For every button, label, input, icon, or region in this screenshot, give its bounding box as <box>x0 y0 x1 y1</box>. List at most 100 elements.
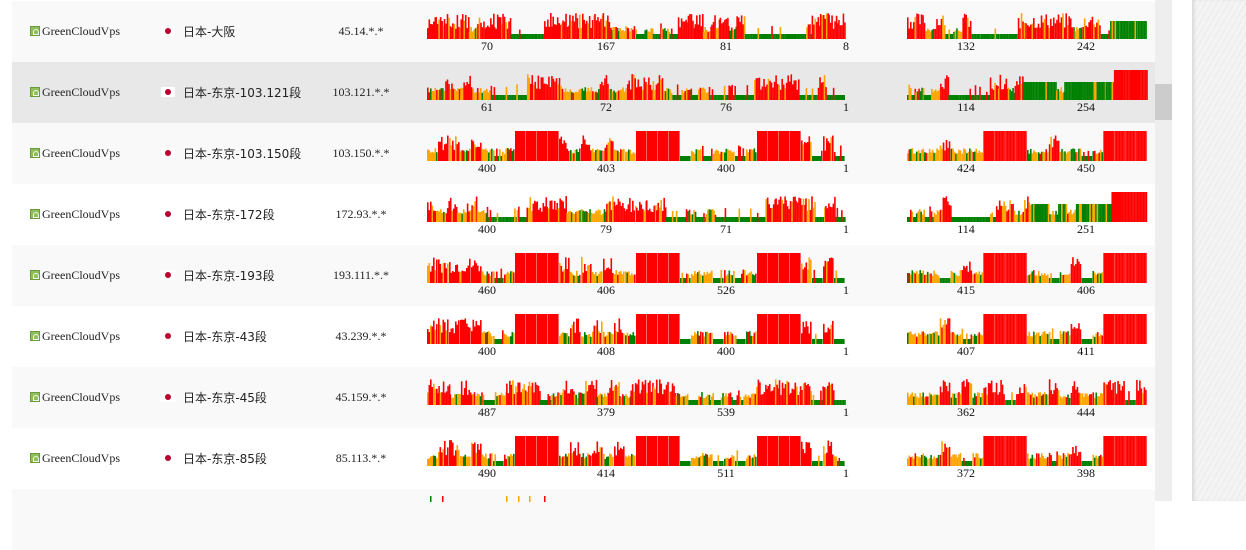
latency-bar <box>1052 17 1055 39</box>
latency-bar <box>744 34 747 39</box>
latency-bar <box>840 95 843 100</box>
latency-bar <box>647 131 649 161</box>
latency-bar <box>552 78 555 100</box>
latency-bar <box>477 444 479 466</box>
latency-bar <box>478 146 481 161</box>
latency-bar <box>788 209 790 222</box>
latency-bar <box>615 26 618 39</box>
latency-bar <box>462 394 464 405</box>
latency-bar <box>761 314 764 344</box>
latency-bar <box>713 210 715 222</box>
table-row[interactable]: GreenCloudVps 日本-东京-43段 43.239.*.* 400 408 40… <box>12 306 1155 367</box>
latency-bar <box>937 395 940 405</box>
latency-bar <box>697 272 699 283</box>
latency-bar <box>841 461 844 466</box>
latency-bar <box>508 149 511 161</box>
latency-bar <box>926 153 929 161</box>
latency-bar <box>972 453 975 466</box>
latency-bar <box>931 29 934 39</box>
latency-bar <box>603 393 606 405</box>
latency-bar <box>1016 214 1019 222</box>
latency-bar <box>604 26 606 39</box>
latency-bar <box>529 436 531 466</box>
latency-bar <box>1086 204 1088 222</box>
latency-bar <box>458 88 461 100</box>
latency-bar <box>967 217 970 222</box>
latency-bar <box>1136 253 1138 283</box>
latency-bar <box>658 75 661 100</box>
latency-bar <box>542 77 544 100</box>
latency-bar <box>769 208 772 222</box>
latency-bar <box>976 274 979 283</box>
latency-bar <box>499 149 501 161</box>
latency-bar <box>491 271 493 283</box>
latency-bar <box>727 17 729 39</box>
latency-bar <box>643 131 646 161</box>
latency-bar <box>442 381 445 405</box>
provider-name[interactable]: GreenCloudVps <box>30 24 120 39</box>
latency-bar <box>615 149 618 161</box>
table-row[interactable]: GreenCloudVps 日本-大阪 45.14.*.* 70 167 81 8 132 24… <box>12 1 1155 62</box>
latency-bar <box>790 393 792 405</box>
latency-bar <box>810 34 813 39</box>
latency-bar <box>477 146 479 161</box>
latency-bar <box>725 393 727 405</box>
latency-bar <box>493 150 495 161</box>
provider-name[interactable]: GreenCloudVps <box>30 451 120 466</box>
latency-bar <box>933 332 935 344</box>
scrollbar[interactable] <box>1155 0 1172 501</box>
provider-name[interactable]: GreenCloudVps <box>30 85 120 100</box>
latency-bar <box>665 384 668 405</box>
latency-bar <box>585 456 588 466</box>
latency-bar <box>1101 82 1104 100</box>
provider-name[interactable]: GreenCloudVps <box>30 146 120 161</box>
latency-bar <box>436 210 438 222</box>
latency-bar <box>555 395 558 405</box>
latency-bar <box>484 90 487 100</box>
table-row[interactable]: GreenCloudVps 日本-东京-103.150段 103.150.*.* 40… <box>12 123 1155 184</box>
latency-bar <box>693 28 696 39</box>
provider-name[interactable]: GreenCloudVps <box>30 329 120 344</box>
latency-bar <box>683 396 685 405</box>
latency-bar <box>969 382 971 405</box>
latency-bar <box>1109 314 1111 344</box>
latency-bar <box>487 400 490 405</box>
latency-bar <box>551 253 553 283</box>
latency-bar <box>518 206 520 222</box>
provider-name[interactable]: GreenCloudVps <box>30 207 120 222</box>
table-row[interactable]: GreenCloudVps 日本-东京-193段 193.111.*.* 460 406… <box>12 245 1155 306</box>
latency-bar <box>559 198 561 222</box>
latency-bar <box>793 314 795 344</box>
latency-bar <box>581 257 583 283</box>
latency-bar <box>794 382 797 405</box>
latency-bar <box>475 196 478 222</box>
latency-bar <box>976 392 979 405</box>
latency-bar <box>519 95 521 100</box>
latency-bar <box>502 13 504 39</box>
latency-bar <box>959 31 961 39</box>
latency-bar <box>693 210 695 222</box>
latency-bar <box>551 131 553 161</box>
latency-bar <box>544 131 547 161</box>
latency-bar <box>1042 82 1045 100</box>
latency-bar <box>496 95 499 100</box>
table-row[interactable]: GreenCloudVps 日本-东京-45段 45.159.*.* 487 379 53… <box>12 367 1155 428</box>
latency-bar <box>808 386 811 405</box>
latency-bar <box>973 457 976 466</box>
provider-name[interactable]: GreenCloudVps <box>30 390 120 405</box>
table-row[interactable] <box>12 489 1155 550</box>
table-row[interactable]: GreenCloudVps 日本-东京-103.121段 103.121.*.* 61… <box>12 62 1155 123</box>
latency-bar <box>736 16 738 39</box>
latency-bar <box>545 197 548 222</box>
table-row[interactable]: GreenCloudVps 日本-东京-172段 172.93.*.* 400 79 71… <box>12 184 1155 245</box>
latency-bar <box>959 453 962 466</box>
latency-bar <box>1027 82 1029 100</box>
latency-bar <box>962 17 964 39</box>
provider-name[interactable]: GreenCloudVps <box>30 268 120 283</box>
latency-bar <box>833 400 836 405</box>
latency-bar <box>988 217 991 222</box>
scrollbar-thumb[interactable] <box>1155 84 1172 120</box>
latency-bar <box>994 217 997 222</box>
table-row[interactable]: GreenCloudVps 日本-东京-85段 85.113.*.* 490 414 51… <box>12 428 1155 489</box>
latency-bar <box>690 88 693 100</box>
